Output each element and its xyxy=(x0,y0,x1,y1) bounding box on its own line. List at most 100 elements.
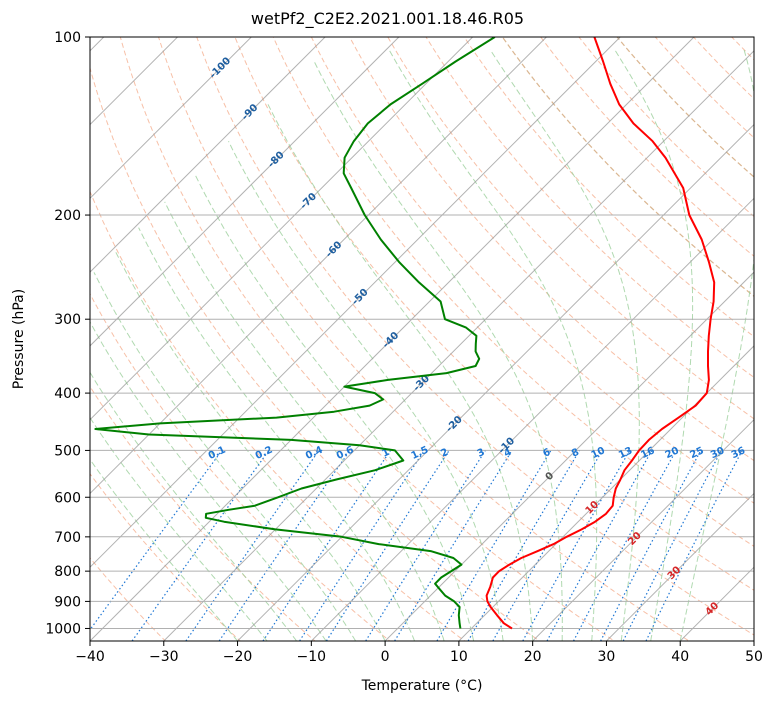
isotherm-line xyxy=(310,197,754,641)
mixing-ratio-line xyxy=(185,450,320,641)
mixing-ratio-line xyxy=(622,450,722,641)
x-tick-label: 50 xyxy=(745,649,763,665)
mixing-ratio-line xyxy=(572,450,677,641)
mixing-ratio-line xyxy=(90,450,223,631)
x-tick-label: 20 xyxy=(524,649,542,665)
moist-adiabat-line xyxy=(138,227,416,641)
axes: −40 −30 −20 −10 0 10 20 30 40 5010020030040050060… xyxy=(45,30,763,665)
dry-adiabat-line xyxy=(196,37,754,636)
dry-adiabat-line xyxy=(310,37,754,504)
y-tick-label: 900 xyxy=(54,594,81,610)
moist-adiabat-line xyxy=(164,201,445,641)
dry-adiabat-line xyxy=(387,37,754,420)
x-tick-label: −40 xyxy=(75,649,105,665)
dry-adiabat-line xyxy=(425,37,754,379)
x-tick-label: −30 xyxy=(149,649,179,665)
dry-adiabat-line xyxy=(234,37,754,591)
moist-adiabat-line xyxy=(193,173,475,641)
x-tick-label: 10 xyxy=(450,649,468,665)
mixing-ratio-line xyxy=(394,450,513,641)
mixing-ratio-line xyxy=(325,450,450,641)
mixing-ratio-label: 1 xyxy=(381,447,392,460)
isotherm-line xyxy=(163,50,754,641)
chart-title: wetPf2_C2E2.2021.001.18.46.R05 xyxy=(250,9,525,28)
dry-adiabat-line xyxy=(463,37,754,338)
dry-adiabat-line xyxy=(501,37,754,298)
isotherm-line xyxy=(384,271,754,641)
x-tick-label: 40 xyxy=(671,649,689,665)
dry-adiabat-line xyxy=(272,37,754,547)
temperature-trace xyxy=(485,37,716,630)
mixing-ratio-label: 0.4 xyxy=(304,444,325,461)
dry-adiabat-line xyxy=(90,557,167,641)
dry-adiabat-line xyxy=(744,10,775,653)
y-tick-label: 800 xyxy=(54,564,81,580)
isotherm-line xyxy=(90,37,253,200)
x-axis-label: Temperature (°C) xyxy=(361,678,483,694)
y-tick-label: 1000 xyxy=(45,621,81,637)
isotherm-line xyxy=(90,37,400,347)
isotherm-line xyxy=(90,37,179,126)
dry-adiabat-line xyxy=(540,37,754,257)
isotherm-line xyxy=(90,37,548,495)
moist-adiabat-line xyxy=(614,49,694,641)
dry-adiabat-line xyxy=(90,472,241,641)
mixing-ratio-label: 13 xyxy=(617,445,634,461)
mixing-ratio-label: 10 xyxy=(590,445,607,461)
mixing-ratio-line xyxy=(262,450,392,641)
dry-adiabat-line xyxy=(578,37,754,218)
mixing-ratio-label: 2 xyxy=(439,447,450,460)
mixing-ratio-line xyxy=(645,450,743,641)
isotherm-line xyxy=(458,345,754,641)
y-tick-label: 500 xyxy=(54,443,81,459)
y-tick-label: 100 xyxy=(54,30,81,46)
dry-adiabat-line xyxy=(616,37,754,178)
dry-adiabat-line xyxy=(0,10,26,653)
isotherm-line xyxy=(90,37,326,273)
isotherm-line xyxy=(90,37,105,52)
moist-adiabat-line xyxy=(90,416,268,641)
dry-adiabat-line xyxy=(119,37,616,641)
mixing-ratio-label: 4 xyxy=(502,447,513,460)
mixing-ratio-line xyxy=(218,450,351,641)
moist-adiabat-line xyxy=(267,104,534,641)
mixing-ratio-label: 16 xyxy=(639,445,656,461)
isotherm-line xyxy=(90,37,621,568)
moist-adiabat-line xyxy=(93,272,357,641)
y-tick-label: 200 xyxy=(54,208,81,224)
dry-adiabat-line xyxy=(90,385,316,641)
x-tick-label: 30 xyxy=(598,649,616,665)
mixing-ratio-label: 1.5 xyxy=(410,444,431,461)
isotherm-line xyxy=(90,37,474,421)
moist-adiabat-line xyxy=(90,320,327,641)
isotherm-line xyxy=(236,123,754,641)
mixing-ratio-label: 8 xyxy=(570,447,581,460)
moist-adiabat-line xyxy=(388,49,598,641)
mixing-ratio-label: 3 xyxy=(476,447,487,460)
mixing-ratio-label: 25 xyxy=(688,445,705,461)
mixing-ratio-label: 30 xyxy=(709,445,726,461)
dry-adiabat-line xyxy=(157,37,691,641)
moist-adiabat-line xyxy=(489,49,640,641)
moist-adiabat-line xyxy=(90,458,238,641)
dry-adiabat-line xyxy=(616,37,754,178)
plot-frame xyxy=(89,36,755,642)
mixing-ratio-label: 6 xyxy=(541,447,552,460)
mixing-ratio-line xyxy=(546,450,653,641)
dry-adiabat-line xyxy=(90,639,92,641)
isotherm-line xyxy=(679,566,754,641)
y-tick-label: 300 xyxy=(54,312,81,328)
isotherm-line xyxy=(753,640,754,641)
mixing-ratio-label: 20 xyxy=(664,445,681,461)
dry-adiabat-line xyxy=(90,190,466,641)
x-tick-label: −20 xyxy=(223,649,253,665)
y-tick-label: 600 xyxy=(54,490,81,506)
background-lines xyxy=(0,10,775,653)
y-tick-label: 700 xyxy=(54,530,81,546)
isotherm-line xyxy=(605,492,754,641)
mixing-ratio-line xyxy=(522,450,631,641)
moist-adiabat-line xyxy=(679,49,754,641)
dry-adiabat-line xyxy=(90,66,541,641)
dry-adiabat-line xyxy=(90,292,391,641)
